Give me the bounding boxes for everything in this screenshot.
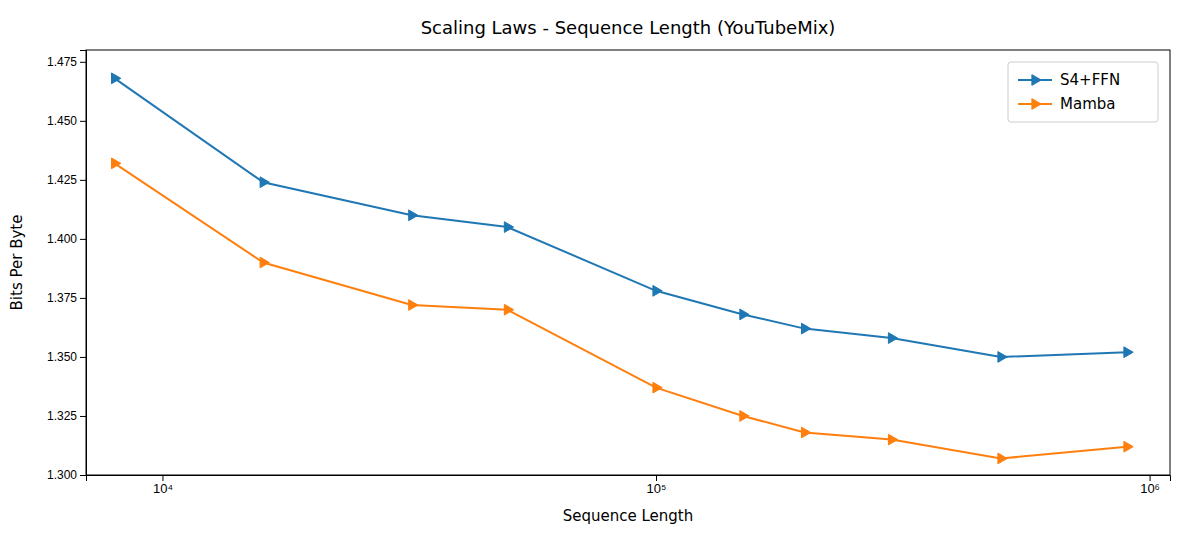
x-axis: 10⁴ 10⁵ 10⁶ (87, 475, 1171, 496)
legend-label: Mamba (1060, 95, 1115, 113)
y-tick-mark (80, 298, 86, 299)
x-tick-mark (656, 475, 657, 481)
y-tick: 1.400 (47, 232, 86, 246)
series-marker (740, 411, 749, 422)
x-axis-title: Sequence Length (563, 507, 694, 525)
y-tick-label: 1.375 (47, 291, 77, 305)
series-marker (653, 285, 662, 296)
legend-label: S4+FFN (1060, 71, 1120, 89)
y-tick: 1.450 (47, 114, 86, 128)
series (112, 73, 1134, 362)
x-tick-label: 10⁴ (153, 481, 173, 496)
x-tick-mark (1150, 475, 1151, 481)
series (112, 158, 1134, 464)
y-tick-mark (80, 62, 86, 63)
x-tick: 10⁵ (647, 475, 667, 496)
series-marker (260, 257, 269, 268)
x-tick-label: 10⁶ (1140, 481, 1160, 496)
legend-item: S4+FFN (1018, 71, 1120, 89)
chart-title: Scaling Laws - Sequence Length (YouTubeM… (421, 17, 836, 38)
y-tick-label: 1.450 (47, 114, 77, 128)
legend-marker (1032, 75, 1041, 86)
y-axis: 1.300 1.325 1.350 1.375 1.400 1.425 1.450 1.475 (47, 51, 87, 483)
series-marker (504, 304, 513, 315)
y-tick-mark (80, 416, 86, 417)
legend-item: Mamba (1018, 95, 1115, 113)
series-marker (998, 352, 1007, 363)
plot-frame (86, 50, 1170, 475)
y-tick-label: 1.300 (47, 468, 77, 482)
y-tick: 1.475 (47, 55, 86, 69)
legend-box (1008, 62, 1158, 122)
legend-marker (1032, 99, 1041, 110)
y-tick: 1.375 (47, 291, 86, 305)
series-marker (112, 73, 121, 84)
series-marker (653, 382, 662, 393)
y-tick: 1.350 (47, 350, 86, 364)
y-tick-label: 1.325 (47, 409, 77, 423)
series-marker (260, 177, 269, 188)
x-tick-mark (162, 475, 163, 481)
series-marker (1124, 441, 1133, 452)
y-tick-mark (80, 475, 86, 476)
series-marker (998, 453, 1007, 464)
series-marker (112, 158, 121, 169)
y-axis-title: Bits Per Byte (8, 215, 26, 311)
x-tick-label: 10⁵ (647, 481, 667, 496)
y-tick-mark (80, 357, 86, 358)
series-line (115, 78, 1127, 357)
series-marker (888, 434, 897, 445)
chart: 10⁴10⁵10⁶1.3001.3251.3501.3751.4001.4251… (0, 0, 1200, 537)
plot-area: 10⁴10⁵10⁶1.3001.3251.3501.3751.4001.4251… (47, 50, 1171, 496)
y-tick-label: 1.475 (47, 55, 77, 69)
x-tick: 10⁶ (1140, 475, 1160, 496)
series-line (115, 163, 1127, 458)
y-tick-label: 1.350 (47, 350, 77, 364)
marks (112, 73, 1134, 464)
series-marker (801, 427, 810, 438)
y-axis-line (80, 51, 87, 476)
x-tick: 10⁴ (153, 475, 173, 496)
series-marker (409, 300, 418, 311)
series-marker (801, 323, 810, 334)
y-tick: 1.300 (47, 468, 86, 482)
y-tick-mark (80, 121, 86, 122)
y-tick: 1.325 (47, 409, 86, 423)
series-marker (740, 309, 749, 320)
y-tick: 1.425 (47, 173, 86, 187)
series-marker (1124, 347, 1133, 358)
y-tick-label: 1.400 (47, 232, 77, 246)
series-marker (409, 210, 418, 221)
y-tick-label: 1.425 (47, 173, 77, 187)
y-tick-mark (80, 180, 86, 181)
y-tick-mark (80, 239, 86, 240)
x-axis-line (87, 476, 1171, 482)
series-marker (888, 333, 897, 344)
series-marker (504, 222, 513, 233)
legend: S4+FFN Mamba (1008, 62, 1158, 122)
